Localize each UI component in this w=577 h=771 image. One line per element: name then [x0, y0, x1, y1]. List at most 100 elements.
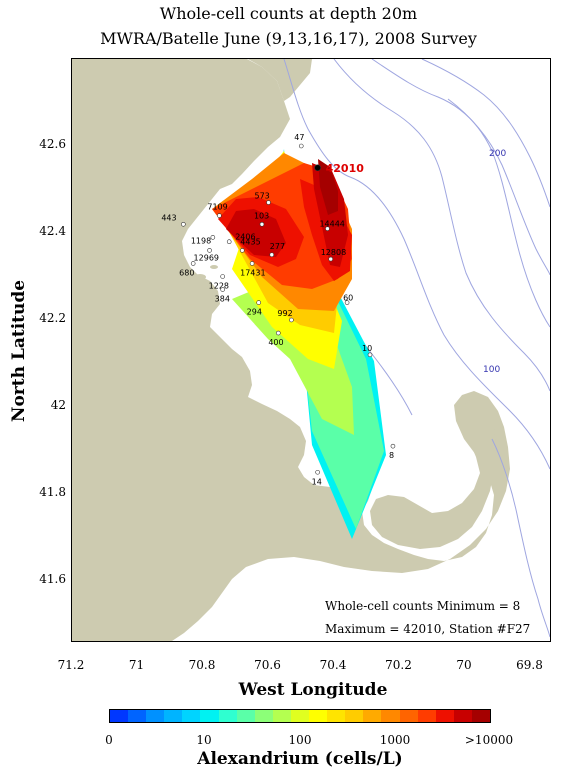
colorbar-swatch	[218, 710, 237, 722]
station-marker	[314, 164, 321, 172]
station-marker	[298, 143, 304, 149]
contour-label-200: 200	[489, 149, 506, 159]
station-marker	[367, 352, 373, 358]
station-label: 47	[294, 133, 304, 142]
minimum-summary: Whole-cell counts Minimum = 8	[325, 599, 521, 613]
station-marker	[269, 252, 275, 258]
contour-label-100: 100	[483, 365, 500, 375]
y-tick-label: 42.2	[39, 311, 66, 325]
station-label-max: 42010	[326, 162, 365, 175]
station-label: 60	[343, 294, 353, 303]
station-label: 10	[362, 344, 372, 353]
station-marker	[217, 213, 222, 218]
station-label: 2406	[235, 233, 255, 242]
station-marker	[390, 443, 396, 449]
bathymetry-contour	[371, 59, 550, 328]
colorbar-label: Alexandrium (cells/L)	[197, 749, 403, 769]
station-label: 1228	[209, 282, 229, 291]
station-label: 12969	[194, 253, 219, 262]
y-tick-label: 42.4	[39, 224, 66, 238]
station-label: 384	[215, 295, 230, 304]
x-axis-label: West Longitude	[238, 680, 388, 700]
colorbar-swatch	[327, 710, 346, 722]
map-plot-area: 47 42010 573 7109 443 103 1198 2406 14444 12969 44…	[71, 58, 551, 642]
station-marker	[210, 235, 216, 240]
station-marker	[181, 222, 186, 227]
cape-cod-landmass	[370, 399, 496, 549]
station-marker	[325, 226, 330, 231]
mainland-landmass	[72, 59, 510, 641]
y-tick-label: 41.8	[39, 485, 66, 499]
y-tick-label: 42	[50, 398, 66, 412]
colorbar-swatch	[290, 710, 310, 722]
colorbar-swatch	[236, 710, 255, 722]
station-label: 17431	[240, 268, 265, 277]
station-label: 680	[179, 268, 194, 277]
land-layer	[72, 59, 510, 641]
bathymetry-contour	[491, 438, 550, 638]
x-tick-label: 69.8	[516, 658, 543, 672]
station-marker	[240, 248, 245, 253]
colorbar-swatch	[200, 710, 219, 722]
map-svg: 47 42010 573 7109 443 103 1198 2406 14444 12969 44…	[72, 59, 550, 641]
x-tick-label: 70.4	[319, 658, 347, 672]
station-label: 103	[254, 211, 269, 220]
bathymetry-contour	[283, 59, 550, 470]
station-label: 1198	[191, 236, 211, 245]
station-label: 573	[255, 192, 270, 201]
station-marker	[259, 222, 265, 227]
colorbar-swatch	[110, 710, 129, 722]
colorbar-swatch	[146, 710, 165, 722]
station-marker	[289, 317, 294, 323]
colorbar-swatch	[254, 710, 273, 722]
station-label: 12808	[321, 248, 346, 257]
chart-title: Whole-cell counts at depth 20m	[159, 4, 418, 23]
station-marker	[220, 274, 225, 279]
x-tick-label: 71	[128, 658, 145, 672]
station-marker	[256, 300, 261, 305]
bathymetry-contour	[421, 59, 550, 208]
maximum-summary: Maximum = 42010, Station #F27	[325, 622, 531, 636]
station-label: 4435	[240, 237, 260, 246]
concentration-contour-band	[226, 209, 286, 257]
station-marker	[249, 261, 255, 266]
island	[194, 274, 206, 280]
colorbar	[109, 709, 491, 723]
colorbar-swatch	[435, 710, 454, 722]
colorbar-swatch	[164, 710, 183, 722]
colorbar-tick-label: 1000	[379, 733, 411, 747]
chart-subtitle: MWRA/Batelle June (9,13,16,17), 2008 Sur…	[100, 29, 477, 48]
bathymetry-contour	[447, 98, 550, 276]
station-layer: 47 42010 573 7109 443 103 1198 2406 14444 12969 44…	[161, 133, 396, 486]
colorbar-swatch	[272, 710, 291, 722]
station-label: 14444	[319, 220, 344, 229]
colorbar-swatch	[182, 710, 201, 722]
x-tick-label: 70.8	[188, 658, 216, 672]
station-label: 8	[389, 451, 394, 460]
station-label: 400	[268, 338, 283, 347]
station-marker	[315, 469, 320, 475]
colorbar-swatch	[128, 710, 147, 722]
station-label: 14	[312, 477, 322, 486]
station-marker	[226, 239, 232, 244]
colorbar-tick-label: 0	[105, 733, 113, 747]
station-marker	[276, 330, 281, 336]
y-tick-label: 41.6	[39, 572, 66, 586]
y-axis-label: North Latitude	[9, 279, 29, 423]
colorbar-tick-label: 100	[288, 733, 312, 747]
station-label: 992	[277, 309, 292, 318]
colorbar-swatch	[453, 710, 472, 722]
station-label: 7109	[207, 203, 227, 212]
cape-ann-landmass	[248, 59, 312, 101]
concentration-contour-band	[318, 159, 338, 215]
station-label: 294	[247, 308, 262, 317]
colorbar-swatch	[309, 710, 328, 722]
x-tick-label: 70.2	[385, 658, 412, 672]
colorbar-tick-label: >10000	[464, 733, 514, 747]
station-label: 443	[161, 213, 176, 222]
colorbar-swatch	[345, 710, 364, 722]
station-marker	[344, 300, 350, 305]
island	[210, 265, 218, 269]
colorbar-swatch	[363, 710, 382, 722]
y-tick-label: 42.6	[39, 137, 66, 151]
